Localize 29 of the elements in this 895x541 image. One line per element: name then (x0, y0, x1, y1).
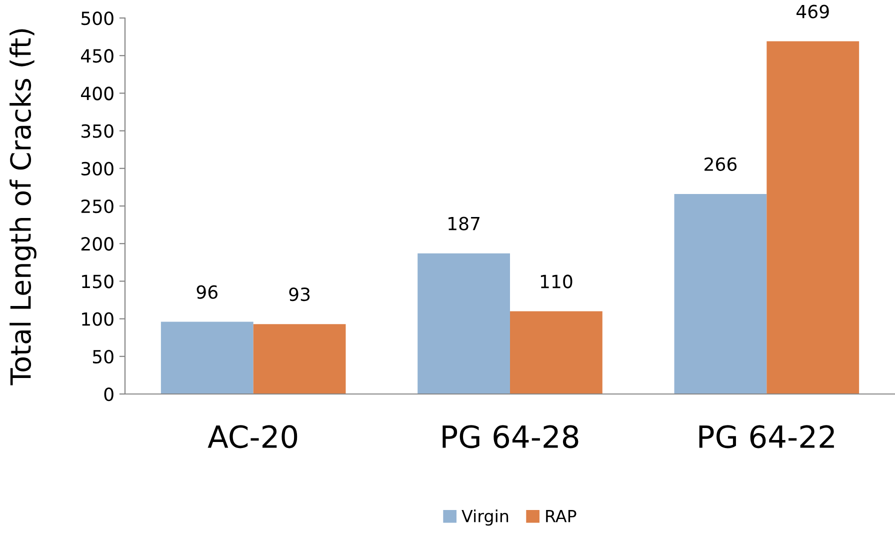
bar (766, 41, 860, 394)
x-tick-label: PG 64-22 (699, 425, 834, 448)
bar (674, 194, 767, 394)
data-label: 187 (448, 216, 480, 230)
data-label: 110 (540, 274, 572, 288)
data-label: 469 (796, 4, 829, 18)
data-label: 96 (196, 285, 218, 299)
y-axis-title: Total Length of Cracks (ft) (10, 29, 36, 386)
y-tick-label: 100 (82, 312, 114, 326)
bar (160, 322, 254, 394)
y-tick-label: 50 (93, 350, 114, 364)
data-label: 266 (704, 157, 737, 172)
x-tick-label: AC-20 (208, 425, 298, 448)
data-label: 93 (289, 287, 310, 302)
y-tick-label: 450 (81, 49, 114, 63)
y-tick-label: 250 (81, 199, 114, 214)
bar (510, 311, 602, 394)
y-tick-label: 350 (81, 124, 114, 138)
y-tick-label: 0 (104, 387, 114, 402)
y-tick-label: 500 (82, 11, 114, 26)
y-tick-label: 200 (81, 237, 114, 251)
bar (253, 324, 346, 394)
legend-label: Virgin (462, 510, 508, 526)
y-tick-label: 300 (81, 162, 114, 176)
y-tick-label: 400 (81, 86, 114, 100)
bar (418, 253, 510, 394)
x-tick-label: PG 64-28 (442, 425, 578, 448)
y-tick-label: 150 (82, 274, 114, 288)
legend-label: RAP (546, 510, 576, 522)
